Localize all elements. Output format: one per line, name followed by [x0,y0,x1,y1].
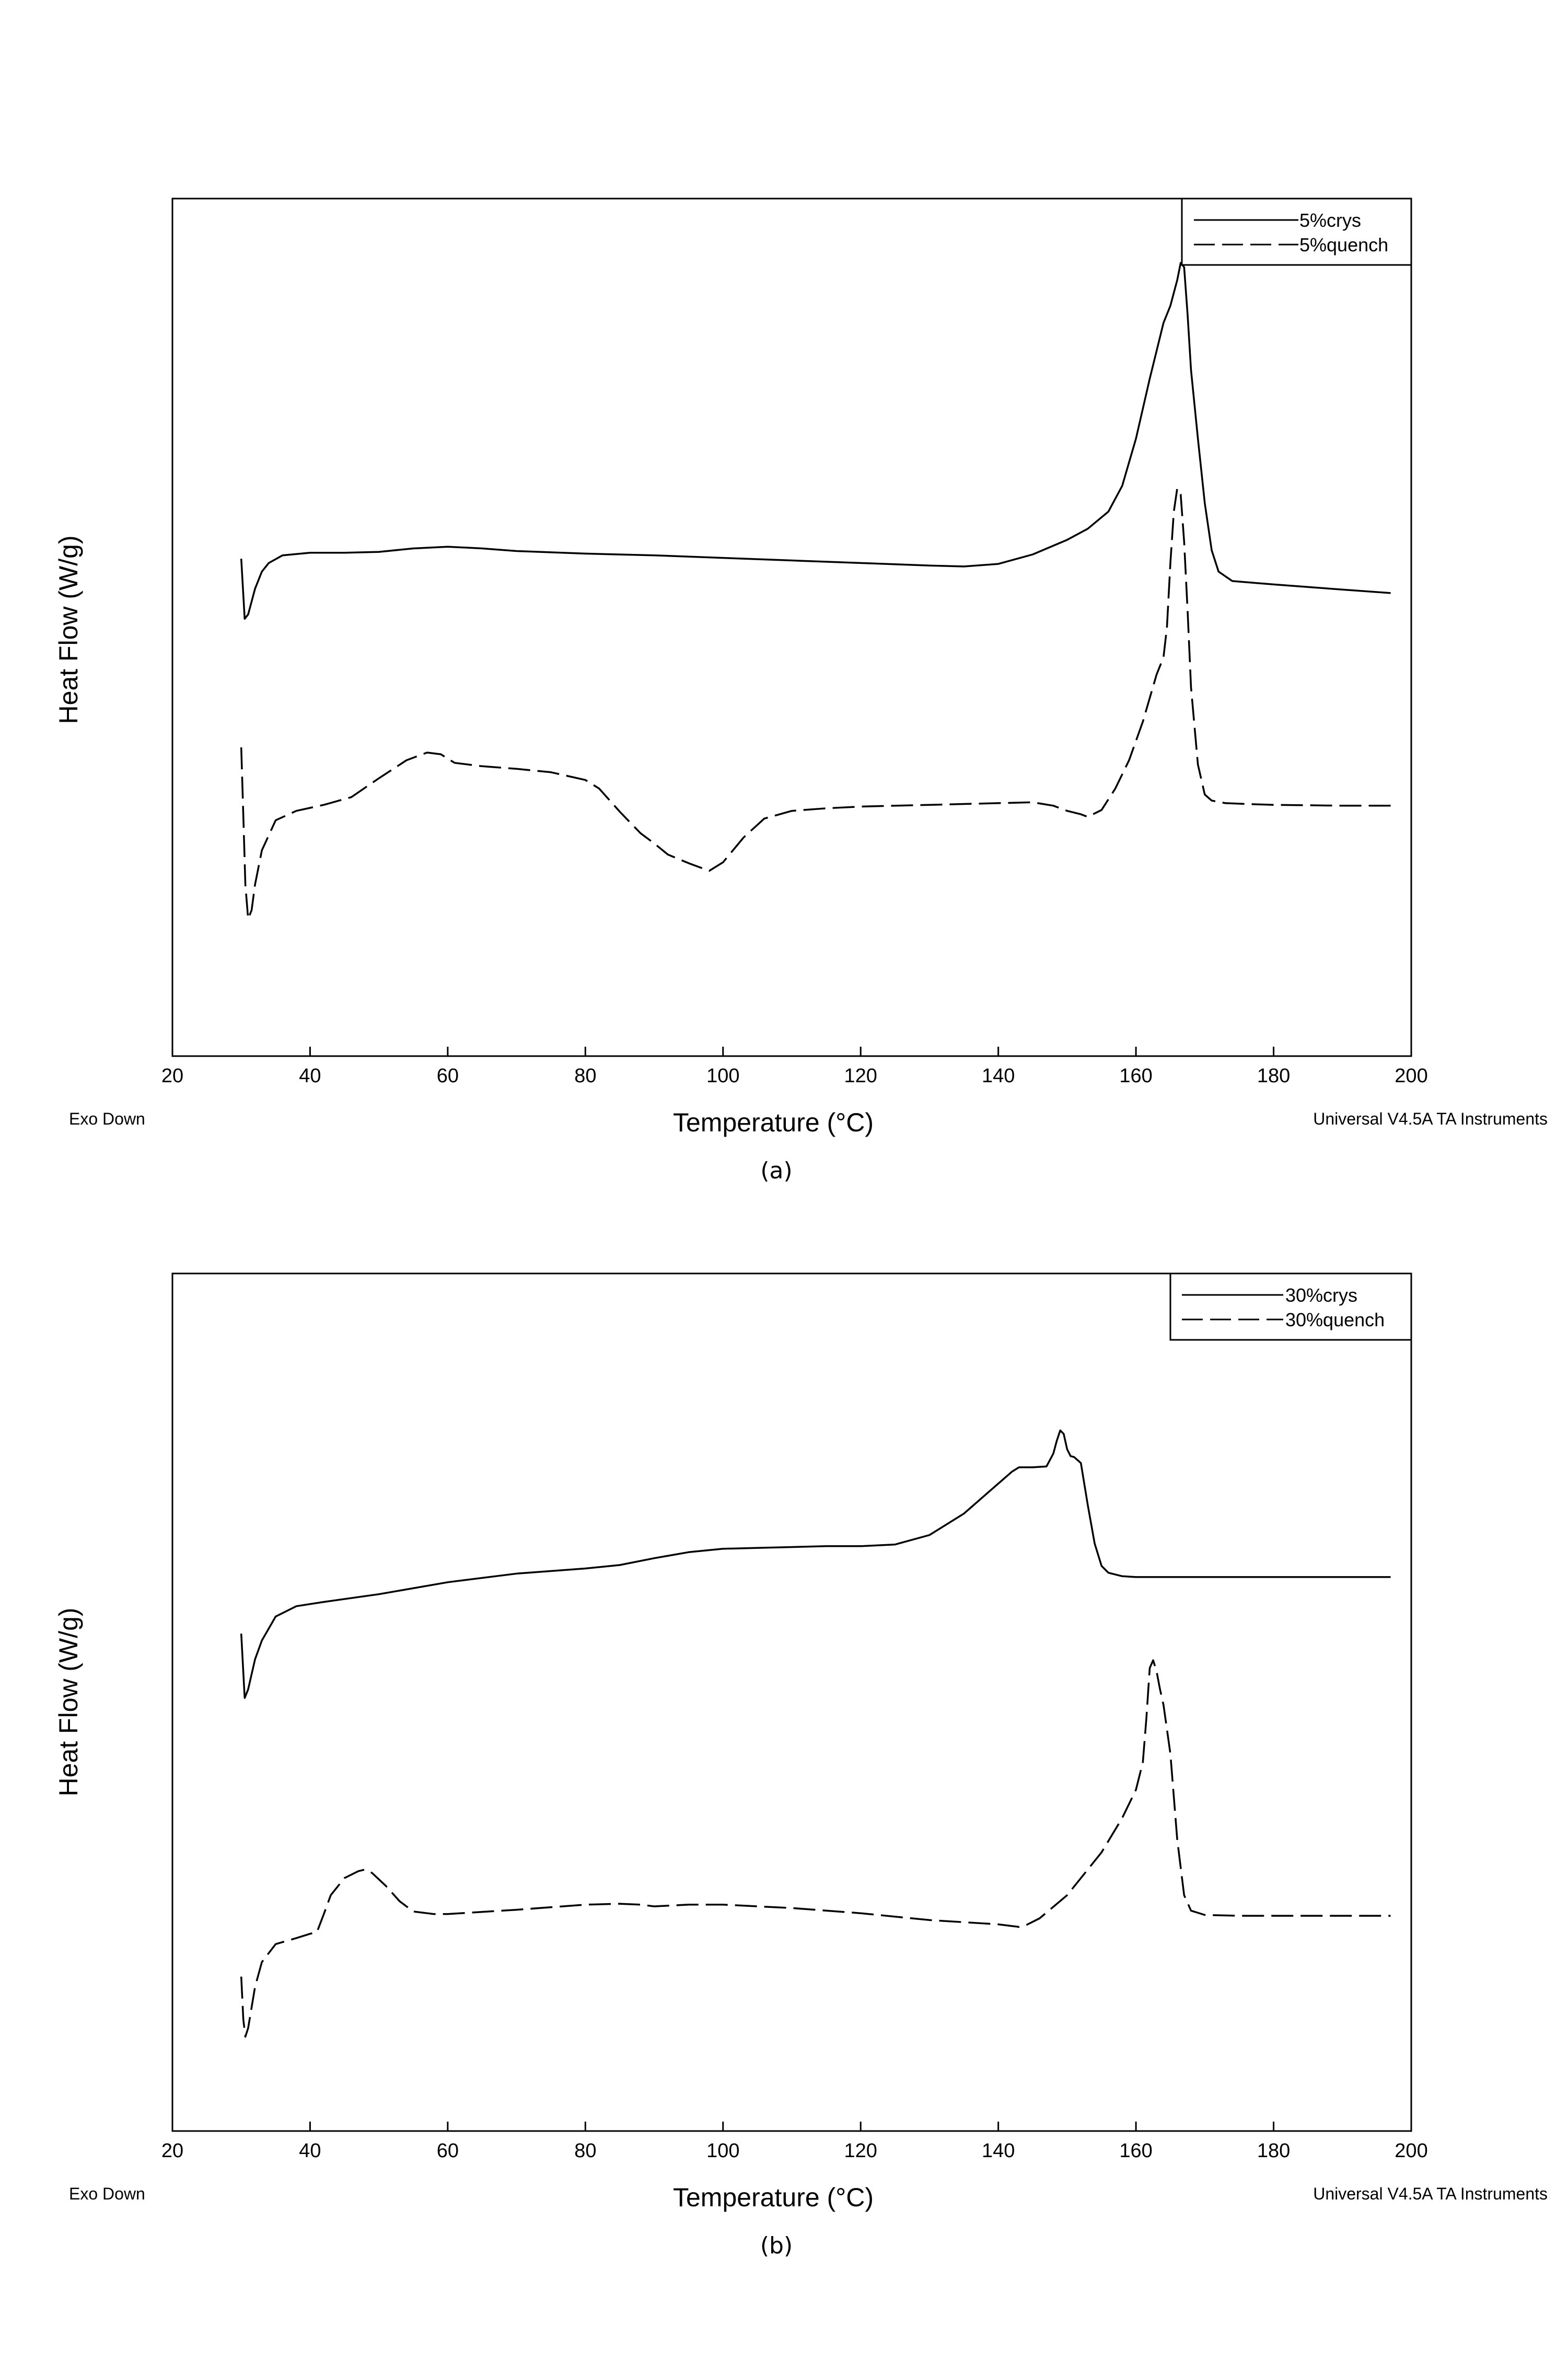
x-tick-label: 120 [844,1065,877,1087]
chart-panel-b: Heat Flow (W/g) 20 40 60 80 100 120 140 160 180 2… [54,1272,1548,2259]
plot-area-frame [171,1272,1412,2132]
x-tick-label: 160 [1119,1065,1152,1087]
series-line-5-pct-quench [240,487,1391,920]
x-tick-label: 20 [161,1065,183,1087]
x-tick-label: 80 [574,1065,596,1087]
x-tick-label: 200 [1395,2140,1427,2162]
legend: 5%crys 5%quench [1181,198,1412,266]
x-axis-label: Temperature (°C) [673,2183,874,2212]
series-line-30-pct-quench [240,1659,1391,2038]
x-tick-label: 180 [1257,2140,1290,2162]
x-tick-label: 20 [161,2140,183,2162]
x-tick-label: 140 [982,1065,1015,1087]
legend-label-series-2: 30%quench [1285,1309,1385,1330]
x-tick-label: 180 [1257,1065,1290,1087]
x-tick-label: 200 [1395,1065,1427,1087]
legend-label-series-2: 5%quench [1299,234,1388,256]
x-tick-label: 60 [437,1065,459,1087]
legend-label-series-1: 30%crys [1285,1284,1357,1306]
plot-area-frame [171,198,1412,1057]
series-layer [240,262,1391,920]
x-axis-label: Temperature (°C) [673,1108,874,1137]
x-axis-ticks: 20 40 60 80 100 120 140 160 180 200 [161,2122,1428,2162]
exo-down-note: Exo Down [69,1109,145,1128]
x-tick-label: 40 [299,2140,321,2162]
legend-label-series-1: 5%crys [1299,210,1361,231]
panel-caption: (a) [760,1157,792,1184]
x-tick-label: 140 [982,2140,1015,2162]
x-tick-label: 80 [574,2140,596,2162]
series-line-30-pct-crys [240,1429,1391,1699]
x-axis-ticks: 20 40 60 80 100 120 140 160 180 200 [161,1047,1428,1087]
x-tick-label: 40 [299,1065,321,1087]
instrument-note: Universal V4.5A TA Instruments [1313,1109,1548,1128]
instrument-note: Universal V4.5A TA Instruments [1313,2184,1548,2203]
panel-caption: (b) [760,2232,793,2259]
legend-box [1169,1272,1412,1341]
series-layer [240,1429,1391,2038]
y-axis-label: Heat Flow (W/g) [54,535,83,724]
legend-box [1181,198,1412,266]
series-line-5-pct-crys [240,262,1391,620]
x-tick-label: 160 [1119,2140,1152,2162]
legend: 30%crys 30%quench [1169,1272,1412,1341]
x-tick-label: 100 [706,2140,739,2162]
x-tick-label: 100 [706,1065,739,1087]
x-tick-label: 120 [844,2140,877,2162]
exo-down-note: Exo Down [69,2184,145,2203]
y-axis-label: Heat Flow (W/g) [54,1607,83,1796]
x-tick-label: 60 [437,2140,459,2162]
chart-panel-a: Heat Flow (W/g) 20 40 60 80 100 120 140 160 180 2… [54,198,1548,1184]
